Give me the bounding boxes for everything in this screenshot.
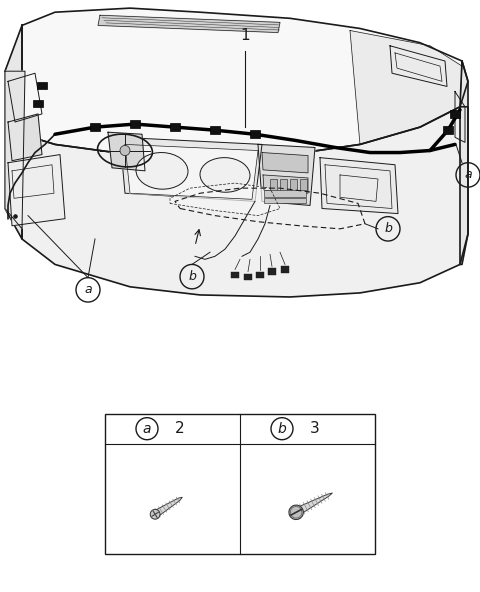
Circle shape	[150, 509, 160, 519]
Polygon shape	[22, 8, 468, 157]
Polygon shape	[120, 137, 262, 201]
Bar	[268, 269, 276, 275]
Text: b: b	[188, 270, 196, 283]
Polygon shape	[98, 15, 280, 33]
Polygon shape	[263, 175, 308, 193]
Bar	[280, 179, 287, 191]
Polygon shape	[262, 153, 308, 173]
Circle shape	[120, 146, 130, 156]
Polygon shape	[5, 25, 22, 239]
Text: 2: 2	[175, 421, 185, 436]
Text: a: a	[464, 169, 472, 181]
Bar	[231, 272, 239, 278]
Bar	[256, 272, 264, 278]
Ellipse shape	[136, 153, 188, 189]
Polygon shape	[108, 132, 145, 171]
Bar	[105, 414, 375, 554]
Text: a: a	[143, 422, 151, 436]
Bar	[170, 123, 180, 131]
Bar	[300, 179, 307, 191]
Bar	[90, 123, 100, 131]
Polygon shape	[8, 155, 65, 226]
Polygon shape	[350, 31, 462, 144]
Bar	[281, 266, 289, 272]
Polygon shape	[5, 71, 25, 229]
Bar	[250, 130, 260, 139]
Polygon shape	[22, 107, 468, 297]
Ellipse shape	[200, 157, 250, 192]
Bar	[270, 179, 277, 191]
Polygon shape	[258, 144, 315, 205]
Text: a: a	[84, 284, 92, 297]
Text: b: b	[384, 223, 392, 236]
Polygon shape	[294, 493, 332, 516]
Bar	[210, 126, 220, 134]
Text: 3: 3	[310, 421, 320, 436]
Text: b: b	[277, 422, 287, 436]
Bar	[450, 110, 460, 118]
Polygon shape	[170, 183, 280, 215]
Ellipse shape	[289, 505, 303, 520]
Bar	[244, 274, 252, 279]
Polygon shape	[125, 144, 258, 200]
Polygon shape	[8, 114, 42, 160]
Polygon shape	[153, 497, 182, 517]
Bar	[443, 126, 453, 134]
Bar	[33, 99, 43, 107]
Bar	[264, 190, 306, 197]
Bar	[264, 198, 306, 204]
Polygon shape	[460, 61, 468, 265]
Bar	[37, 82, 47, 89]
Text: 1: 1	[240, 28, 250, 43]
Bar	[290, 179, 297, 191]
Bar	[130, 120, 140, 128]
Polygon shape	[320, 157, 398, 214]
